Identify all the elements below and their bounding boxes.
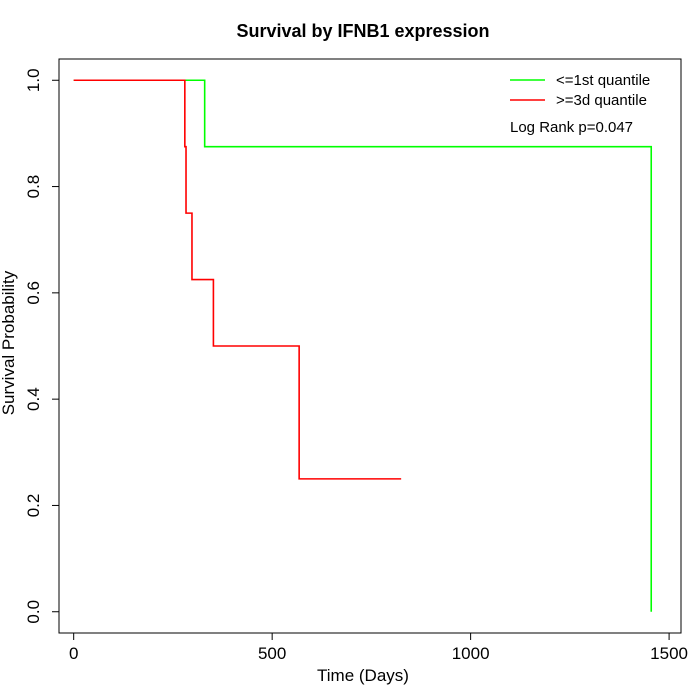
chart-title: Survival by IFNB1 expression — [236, 21, 489, 41]
y-tick-label: 1.0 — [24, 68, 43, 92]
y-axis-label: Survival Probability — [0, 270, 18, 415]
x-axis-label: Time (Days) — [317, 666, 409, 685]
x-tick-label: 1000 — [452, 644, 490, 663]
plot-frame — [58, 58, 682, 634]
x-tick-label: 0 — [69, 644, 78, 663]
x-tick-label: 1500 — [650, 644, 688, 663]
series-line-2 — [73, 79, 402, 480]
legend: <=1st quantile >=3d quantile — [510, 72, 650, 109]
x-tick-label: 500 — [258, 644, 286, 663]
y-tick-label: 0.6 — [24, 281, 43, 305]
legend-label: >=3d quantile — [556, 92, 647, 109]
series-layer — [73, 79, 653, 612]
y-tick-label: 0.8 — [24, 175, 43, 199]
y-axis: 0.0 0.2 0.4 0.6 0.8 1.0 — [24, 68, 60, 624]
x-axis: 0 500 1000 1500 — [69, 632, 688, 663]
y-tick-label: 0.4 — [24, 387, 43, 411]
series-line-1 — [73, 79, 653, 612]
y-tick-label: 0.0 — [24, 600, 43, 624]
y-tick-label: 0.2 — [24, 494, 43, 518]
log-rank-annotation: Log Rank p=0.047 — [510, 119, 633, 136]
legend-label: <=1st quantile — [556, 72, 650, 89]
